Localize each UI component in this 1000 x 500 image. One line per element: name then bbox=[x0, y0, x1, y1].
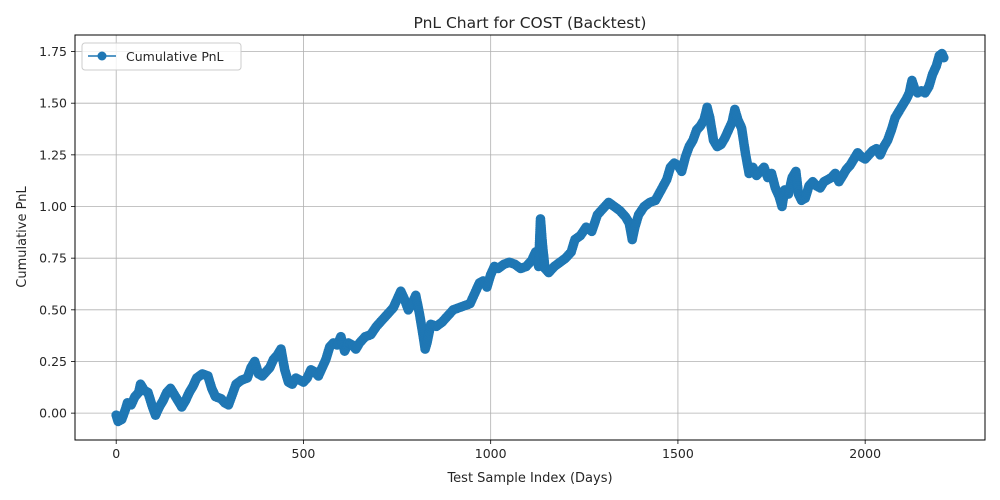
series-layer bbox=[111, 48, 949, 427]
y-tick-label: 0.75 bbox=[39, 251, 67, 266]
legend-label: Cumulative PnL bbox=[126, 49, 224, 64]
data-point bbox=[939, 52, 949, 63]
chart-title: PnL Chart for COST (Backtest) bbox=[414, 14, 647, 32]
legend: Cumulative PnL bbox=[81, 42, 242, 71]
series-markers bbox=[111, 48, 949, 427]
y-tick-label: 1.00 bbox=[39, 199, 67, 214]
x-tick-label: 1500 bbox=[662, 446, 694, 461]
legend-marker-swatch bbox=[97, 51, 107, 61]
y-tick-label: 1.50 bbox=[39, 96, 67, 111]
x-axis-ticks: 0 500 1000 1500 2000 bbox=[112, 440, 881, 461]
y-axis-ticks: 0.00 0.25 0.50 0.75 1.00 1.25 1.50 1.75 bbox=[39, 44, 75, 421]
plot-area-frame bbox=[74, 34, 986, 441]
y-tick-label: 1.25 bbox=[39, 147, 67, 162]
y-tick-label: 0.25 bbox=[39, 354, 67, 369]
x-tick-label: 2000 bbox=[849, 446, 881, 461]
y-tick-label: 1.75 bbox=[39, 44, 67, 59]
x-tick-label: 0 bbox=[112, 446, 120, 461]
x-tick-label: 1000 bbox=[475, 446, 507, 461]
y-tick-label: 0.50 bbox=[39, 302, 67, 317]
y-tick-label: 0.00 bbox=[39, 406, 67, 421]
y-axis-label: Cumulative PnL bbox=[15, 186, 30, 288]
legend-box bbox=[81, 42, 242, 71]
x-axis-label: Test Sample Index (Days) bbox=[446, 471, 612, 486]
x-tick-label: 500 bbox=[292, 446, 316, 461]
plot-area-background bbox=[75, 35, 985, 440]
